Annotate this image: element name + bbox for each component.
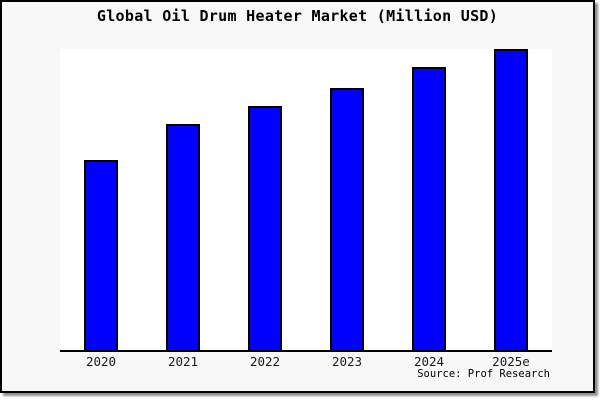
bar-2025e [494, 49, 528, 350]
bar-column-2022 [224, 49, 306, 350]
x-tick-label-2021: 2021 [167, 354, 199, 369]
bar-column-2023 [306, 49, 388, 350]
source-attribution: Source: Prof Research [417, 368, 550, 380]
plot-area [60, 49, 552, 352]
x-tick-label-2024: 2024 [413, 354, 445, 369]
x-tick-label-2023: 2023 [331, 354, 363, 369]
chart-frame: Global Oil Drum Heater Market (Million U… [0, 0, 595, 393]
bars-row [60, 49, 552, 350]
bar-column-2020 [60, 49, 142, 350]
x-tick-label-2020: 2020 [85, 354, 117, 369]
bar-column-2025e [470, 49, 552, 350]
bar-column-2021 [142, 49, 224, 350]
bar-2021 [166, 124, 200, 350]
bar-2024 [412, 67, 446, 350]
bar-column-2024 [388, 49, 470, 350]
x-tick-label-2025e: 2025e [492, 354, 530, 369]
bar-2022 [248, 106, 282, 350]
chart-title: Global Oil Drum Heater Market (Million U… [96, 7, 499, 25]
bar-2020 [84, 160, 118, 350]
bar-2023 [330, 88, 364, 350]
x-tick-label-2022: 2022 [249, 354, 281, 369]
x-labels-row: 2020 2021 2022 2023 2024 2025e [60, 354, 552, 369]
